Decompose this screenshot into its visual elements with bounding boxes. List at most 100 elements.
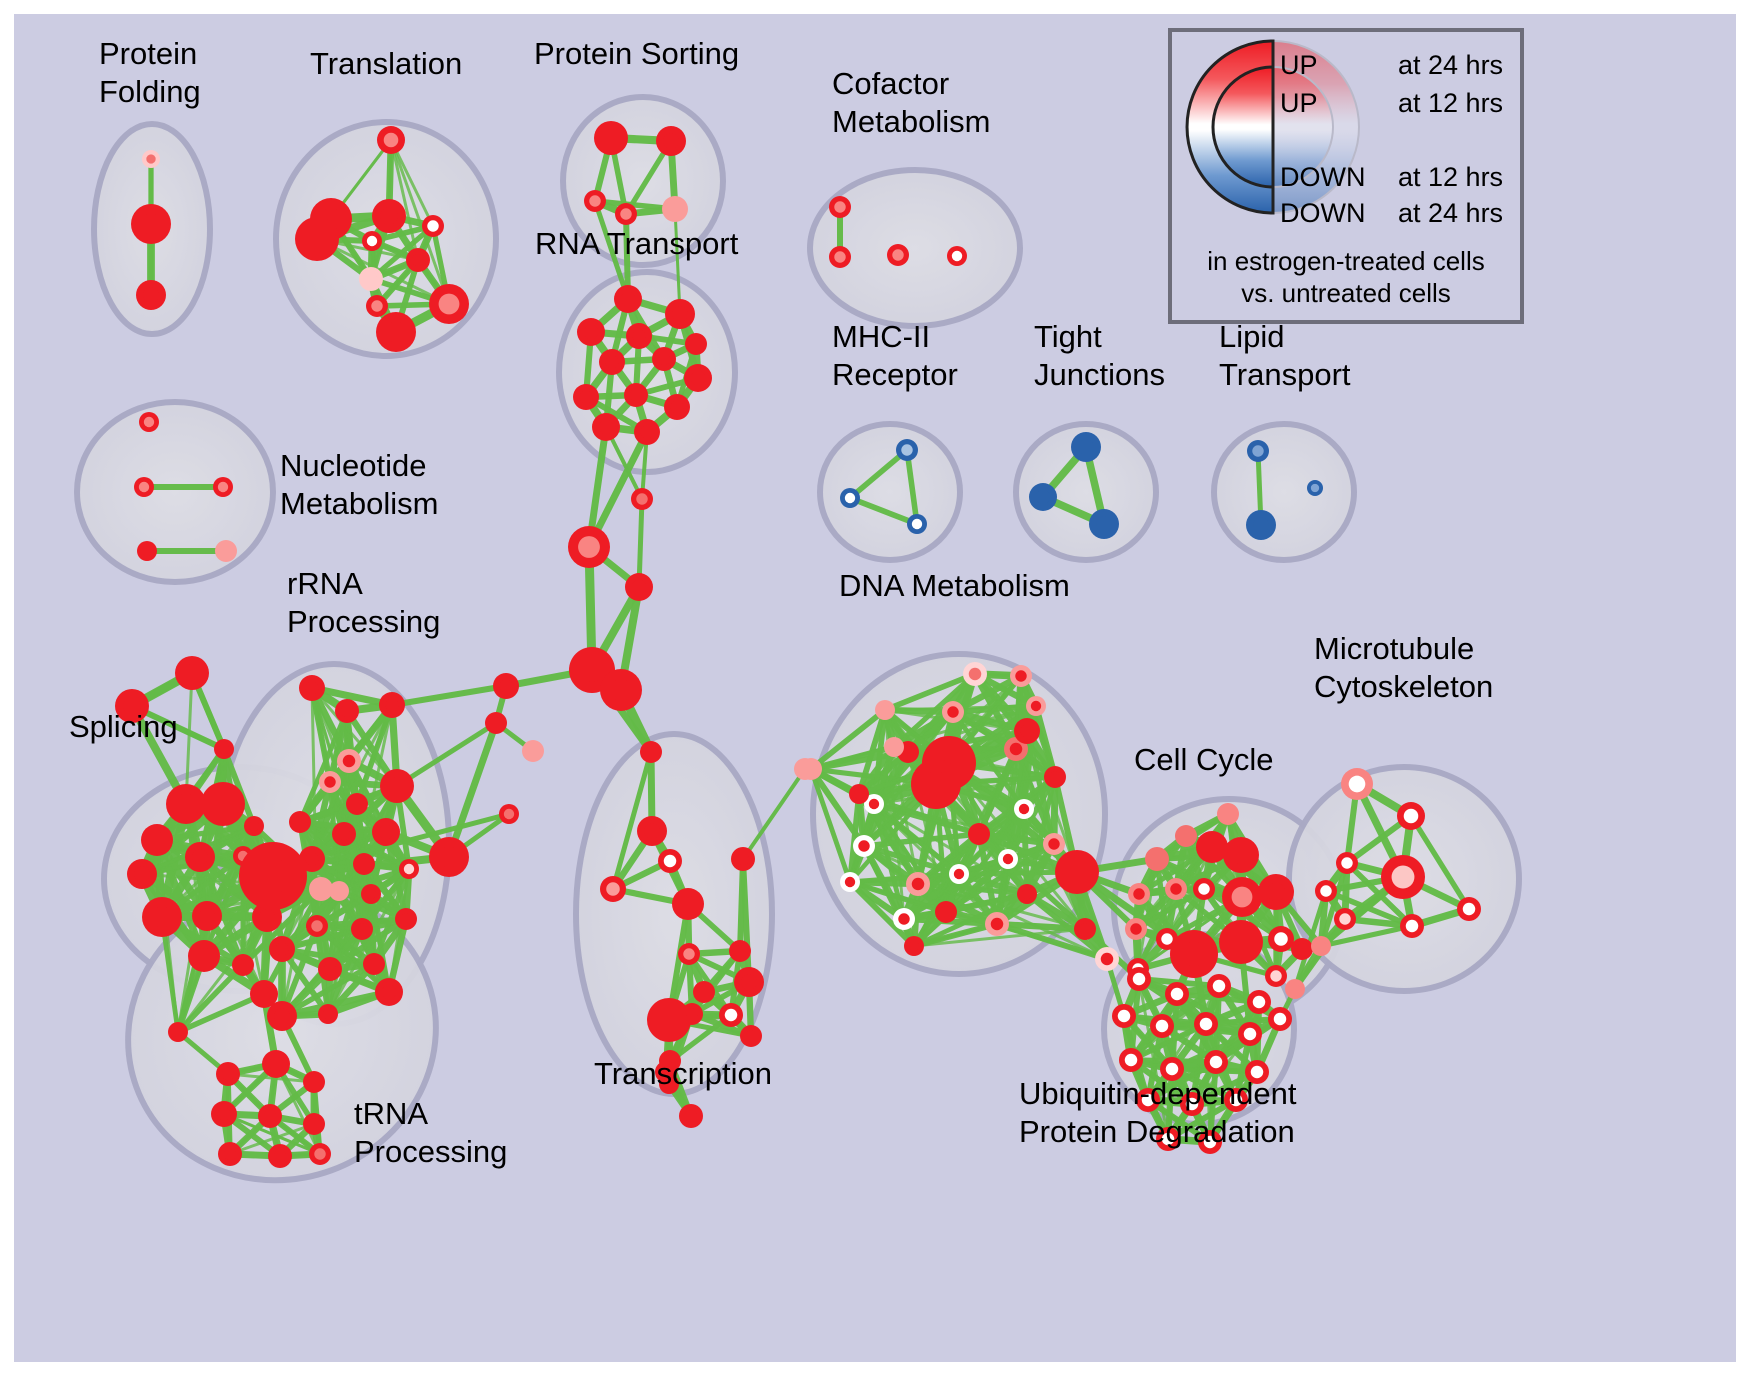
network-node[interactable]: [1055, 850, 1099, 894]
network-node[interactable]: [679, 1104, 703, 1128]
network-node[interactable]: [631, 488, 653, 510]
network-node[interactable]: [904, 936, 924, 956]
network-node[interactable]: [626, 323, 652, 349]
network-node[interactable]: [318, 1004, 338, 1024]
network-node[interactable]: [947, 246, 967, 266]
network-node[interactable]: [1198, 1130, 1222, 1154]
network-node[interactable]: [1307, 480, 1323, 496]
network-node[interactable]: [1095, 947, 1119, 971]
network-node[interactable]: [185, 842, 215, 872]
network-node[interactable]: [372, 818, 400, 846]
network-node[interactable]: [214, 739, 234, 759]
network-node[interactable]: [1170, 930, 1218, 978]
cluster-tight-junctions[interactable]: [1013, 421, 1159, 563]
network-node[interactable]: [1156, 1127, 1180, 1151]
network-node[interactable]: [115, 689, 149, 723]
network-node[interactable]: [376, 312, 416, 352]
network-node[interactable]: [942, 701, 964, 723]
network-node[interactable]: [1315, 880, 1337, 902]
network-node[interactable]: [1223, 837, 1259, 873]
network-node[interactable]: [493, 673, 519, 699]
network-node[interactable]: [318, 957, 342, 981]
network-node[interactable]: [684, 364, 712, 392]
network-node[interactable]: [1217, 803, 1239, 825]
network-node[interactable]: [665, 299, 695, 329]
network-node[interactable]: [911, 759, 961, 809]
network-node[interactable]: [211, 1101, 237, 1127]
network-node[interactable]: [134, 477, 154, 497]
network-node[interactable]: [1285, 979, 1305, 999]
network-node[interactable]: [647, 998, 691, 1042]
network-node[interactable]: [906, 872, 930, 896]
network-node[interactable]: [337, 749, 361, 773]
network-node[interactable]: [250, 980, 278, 1008]
network-node[interactable]: [864, 794, 884, 814]
network-node[interactable]: [232, 954, 254, 976]
network-node[interactable]: [1238, 1022, 1262, 1046]
network-node[interactable]: [188, 940, 220, 972]
network-node[interactable]: [319, 771, 341, 793]
network-node[interactable]: [1311, 936, 1331, 956]
network-node[interactable]: [139, 412, 159, 432]
network-node[interactable]: [201, 782, 245, 826]
network-node[interactable]: [137, 541, 157, 561]
network-node[interactable]: [299, 846, 325, 872]
network-node[interactable]: [652, 347, 676, 371]
network-node[interactable]: [1341, 768, 1373, 800]
network-node[interactable]: [380, 769, 414, 803]
cluster-mhc-ii-receptor[interactable]: [817, 421, 963, 563]
network-node[interactable]: [215, 540, 237, 562]
network-node[interactable]: [375, 978, 403, 1006]
network-node[interactable]: [216, 1062, 240, 1086]
network-node[interactable]: [213, 477, 233, 497]
network-node[interactable]: [662, 196, 688, 222]
network-node[interactable]: [351, 918, 373, 940]
network-node[interactable]: [362, 231, 382, 251]
network-node[interactable]: [335, 699, 359, 723]
network-node[interactable]: [395, 908, 417, 930]
network-node[interactable]: [1127, 967, 1151, 991]
network-node[interactable]: [1145, 847, 1169, 871]
network-node[interactable]: [1247, 440, 1269, 462]
network-node[interactable]: [1258, 874, 1294, 910]
network-node[interactable]: [625, 573, 653, 601]
network-node[interactable]: [332, 822, 356, 846]
network-node[interactable]: [1014, 799, 1034, 819]
network-node[interactable]: [329, 881, 349, 901]
network-node[interactable]: [624, 383, 648, 407]
network-node[interactable]: [363, 953, 385, 975]
network-node[interactable]: [1247, 990, 1271, 1014]
network-node[interactable]: [907, 514, 927, 534]
network-node[interactable]: [166, 784, 206, 824]
network-node[interactable]: [637, 816, 667, 846]
network-node[interactable]: [1336, 852, 1358, 874]
network-node[interactable]: [840, 872, 860, 892]
network-node[interactable]: [429, 284, 469, 324]
network-node[interactable]: [685, 333, 707, 355]
network-node[interactable]: [192, 901, 222, 931]
network-node[interactable]: [142, 897, 182, 937]
network-node[interactable]: [1089, 509, 1119, 539]
network-node[interactable]: [127, 859, 157, 889]
network-node[interactable]: [849, 784, 869, 804]
network-node[interactable]: [719, 1003, 743, 1027]
cluster-lipid-transport[interactable]: [1211, 421, 1357, 563]
network-node[interactable]: [1175, 825, 1197, 847]
network-node[interactable]: [346, 793, 368, 815]
network-node[interactable]: [1204, 1050, 1228, 1074]
network-node[interactable]: [1265, 965, 1287, 987]
network-node[interactable]: [366, 295, 388, 317]
network-node[interactable]: [740, 1025, 762, 1047]
network-node[interactable]: [794, 758, 816, 780]
network-node[interactable]: [1219, 920, 1263, 964]
network-node[interactable]: [1334, 908, 1356, 930]
network-node[interactable]: [664, 394, 690, 420]
network-node[interactable]: [884, 737, 904, 757]
network-node[interactable]: [678, 943, 700, 965]
network-node[interactable]: [289, 811, 311, 833]
network-node[interactable]: [244, 816, 264, 836]
network-node[interactable]: [295, 217, 339, 261]
network-node[interactable]: [399, 859, 419, 879]
network-node[interactable]: [168, 1022, 188, 1042]
network-node[interactable]: [353, 853, 375, 875]
